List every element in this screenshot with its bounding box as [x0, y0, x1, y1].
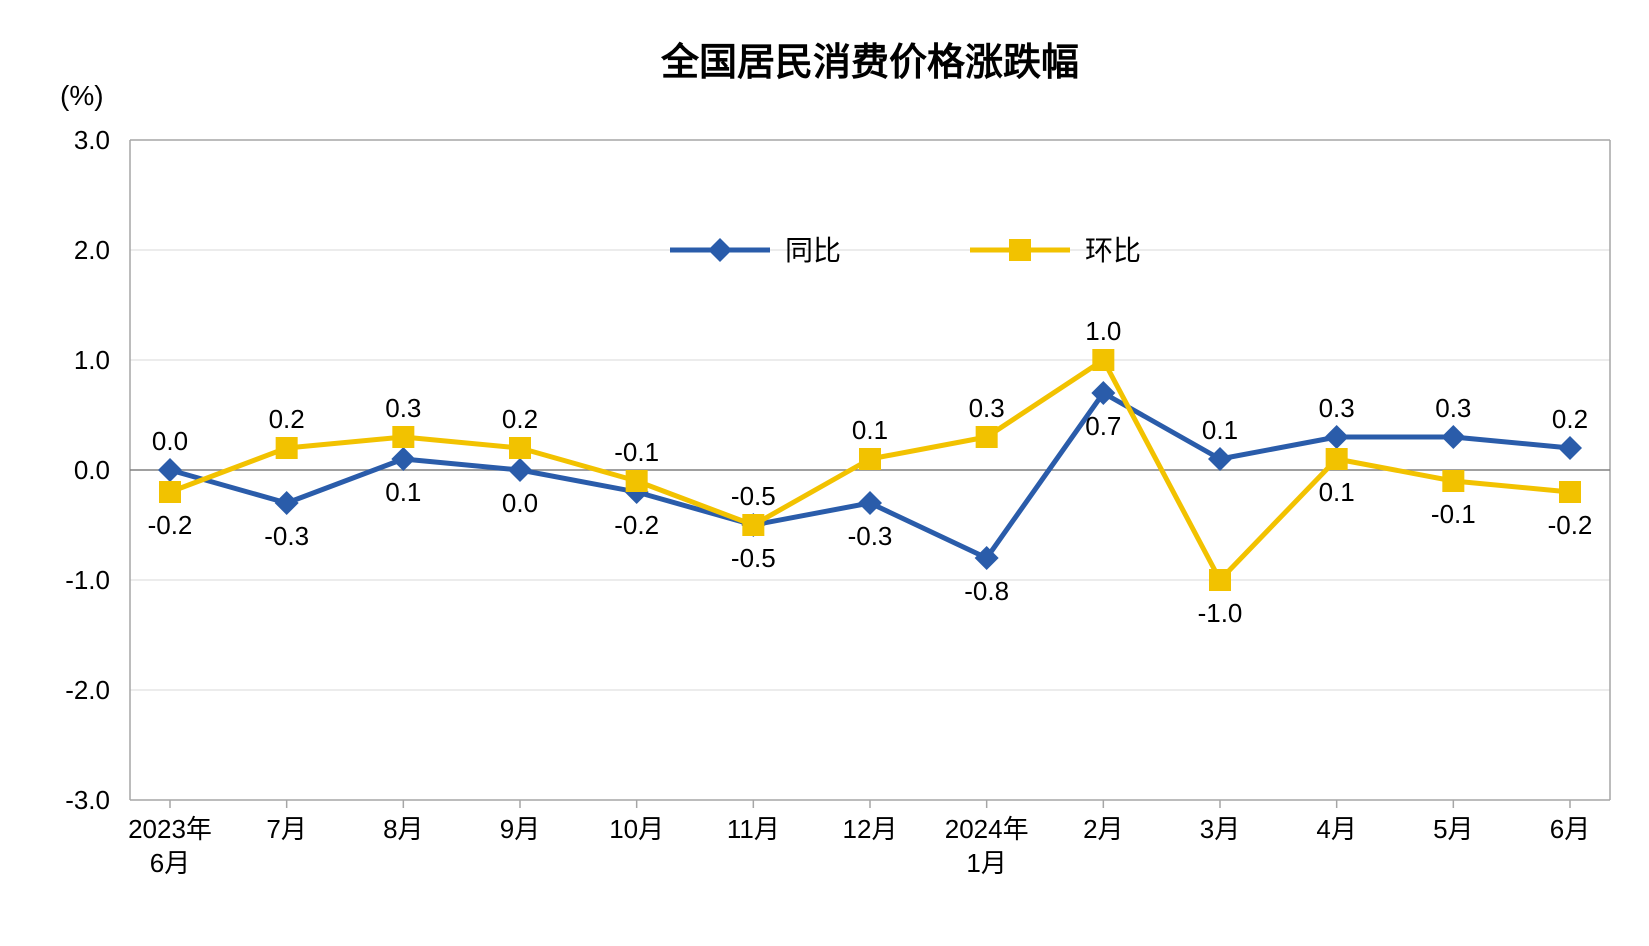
- data-marker-square-icon: [276, 437, 298, 459]
- x-tick-label: 6月: [1550, 814, 1590, 844]
- x-tick-label: 12月: [843, 814, 898, 844]
- x-tick-label: 2月: [1083, 814, 1123, 844]
- data-marker-diamond-icon: [275, 491, 299, 515]
- legend-label: 同比: [785, 235, 841, 266]
- data-marker-diamond-icon: [158, 458, 182, 482]
- data-label: -0.5: [731, 543, 776, 573]
- data-label: 0.3: [1435, 393, 1471, 423]
- x-tick-label: 2023年: [128, 814, 212, 844]
- data-label: -1.0: [1198, 598, 1243, 628]
- data-label: 0.1: [1202, 415, 1238, 445]
- data-marker-square-icon: [392, 426, 414, 448]
- data-label: -0.1: [614, 437, 659, 467]
- y-tick-label: 1.0: [74, 345, 110, 375]
- data-marker-square-icon: [159, 481, 181, 503]
- data-label: -0.2: [614, 510, 659, 540]
- x-tick-label: 7月: [266, 814, 306, 844]
- data-marker-square-icon: [1326, 448, 1348, 470]
- chart-title: 全国居民消费价格涨跌幅: [660, 41, 1079, 84]
- data-label: 0.0: [152, 426, 188, 456]
- data-marker-diamond-icon: [1558, 436, 1582, 460]
- data-marker-diamond-icon: [858, 491, 882, 515]
- data-marker-diamond-icon: [1441, 425, 1465, 449]
- data-label: -0.3: [264, 521, 309, 551]
- data-label: 0.1: [385, 477, 421, 507]
- legend-label: 环比: [1085, 235, 1141, 266]
- data-marker-square-icon: [1559, 481, 1581, 503]
- y-tick-label: -1.0: [65, 565, 110, 595]
- data-label: -0.5: [731, 481, 776, 511]
- data-marker-square-icon: [1209, 569, 1231, 591]
- data-label: 0.0: [502, 488, 538, 518]
- data-label: 0.2: [502, 404, 538, 434]
- data-marker-square-icon: [859, 448, 881, 470]
- data-label: -0.2: [1548, 510, 1593, 540]
- data-marker-square-icon: [1442, 470, 1464, 492]
- data-label: -0.8: [964, 576, 1009, 606]
- x-tick-label: 10月: [609, 814, 664, 844]
- x-tick-label: 2024年: [945, 814, 1029, 844]
- y-unit-label: (%): [60, 80, 104, 111]
- data-label: -0.2: [148, 510, 193, 540]
- legend-marker-diamond-icon: [708, 238, 732, 262]
- data-label: 0.3: [385, 393, 421, 423]
- data-marker-square-icon: [509, 437, 531, 459]
- data-label: 0.2: [1552, 404, 1588, 434]
- data-marker-diamond-icon: [1208, 447, 1232, 471]
- y-tick-label: -2.0: [65, 675, 110, 705]
- x-tick-label: 11月: [727, 814, 780, 844]
- legend-marker-square-icon: [1009, 239, 1031, 261]
- y-tick-label: 2.0: [74, 235, 110, 265]
- x-tick-label: 3月: [1200, 814, 1240, 844]
- data-marker-diamond-icon: [391, 447, 415, 471]
- x-tick-label: 4月: [1316, 814, 1356, 844]
- data-label: 1.0: [1085, 316, 1121, 346]
- data-label: -0.1: [1431, 499, 1476, 529]
- cpi-line-chart: 全国居民消费价格涨跌幅 (%) -3.0 -2.0 -1.0 0.0 1.0 2.0 3.0 20…: [0, 0, 1649, 946]
- data-label: 0.1: [1319, 477, 1355, 507]
- data-label: 0.2: [269, 404, 305, 434]
- data-marker-square-icon: [976, 426, 998, 448]
- x-tick-label: 1月: [966, 848, 1006, 878]
- y-tick-label: -3.0: [65, 785, 110, 815]
- data-marker-diamond-icon: [1325, 425, 1349, 449]
- data-label: 0.1: [852, 415, 888, 445]
- data-label: 0.3: [969, 393, 1005, 423]
- chart-container: 全国居民消费价格涨跌幅 (%) -3.0 -2.0 -1.0 0.0 1.0 2.0 3.0 20…: [0, 0, 1649, 946]
- y-tick-label: 3.0: [74, 125, 110, 155]
- data-label: 0.7: [1085, 411, 1121, 441]
- data-label: -0.3: [848, 521, 893, 551]
- data-marker-square-icon: [626, 470, 648, 492]
- x-tick-label: 9月: [500, 814, 540, 844]
- data-marker-diamond-icon: [508, 458, 532, 482]
- x-tick-label: 5月: [1433, 814, 1473, 844]
- data-label: 0.3: [1319, 393, 1355, 423]
- data-marker-square-icon: [1092, 349, 1114, 371]
- x-tick-label: 8月: [383, 814, 423, 844]
- x-tick-label: 6月: [150, 848, 190, 878]
- y-tick-label: 0.0: [74, 455, 110, 485]
- data-marker-square-icon: [742, 514, 764, 536]
